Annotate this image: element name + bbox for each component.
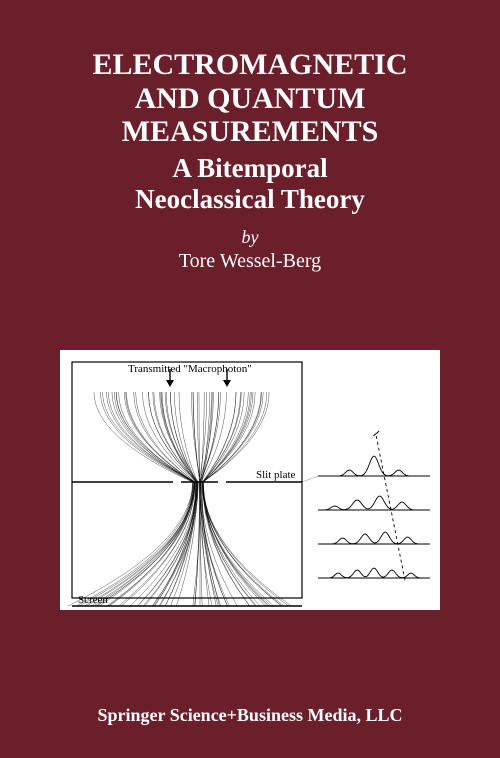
subtitle: A Bitemporal Neoclassical Theory [0,153,500,215]
svg-text:Slit plate: Slit plate [256,469,296,481]
title-block: ELECTROMAGNETIC AND QUANTUM MEASUREMENTS… [0,48,500,273]
book-cover: ELECTROMAGNETIC AND QUANTUM MEASUREMENTS… [0,0,500,758]
subtitle-line-2: Neoclassical Theory [0,184,500,215]
byline-by: by [0,227,500,248]
title-line-1: ELECTROMAGNETIC [0,48,500,82]
title-line-2: AND QUANTUM [0,82,500,116]
publisher-line: Springer Science+Business Media, LLC [0,705,500,726]
title-main: ELECTROMAGNETIC AND QUANTUM MEASUREMENTS [0,48,500,149]
author-name: Tore Wessel-Berg [0,250,500,273]
subtitle-line-1: A Bitemporal [0,153,500,184]
title-line-3: MEASUREMENTS [0,115,500,149]
diagram-svg: Transmitted "Macrophoton"Slit plateScree… [60,350,440,610]
diagram-panel: Transmitted "Macrophoton"Slit plateScree… [60,350,440,610]
svg-text:Transmitted "Macrophoton": Transmitted "Macrophoton" [128,363,252,375]
